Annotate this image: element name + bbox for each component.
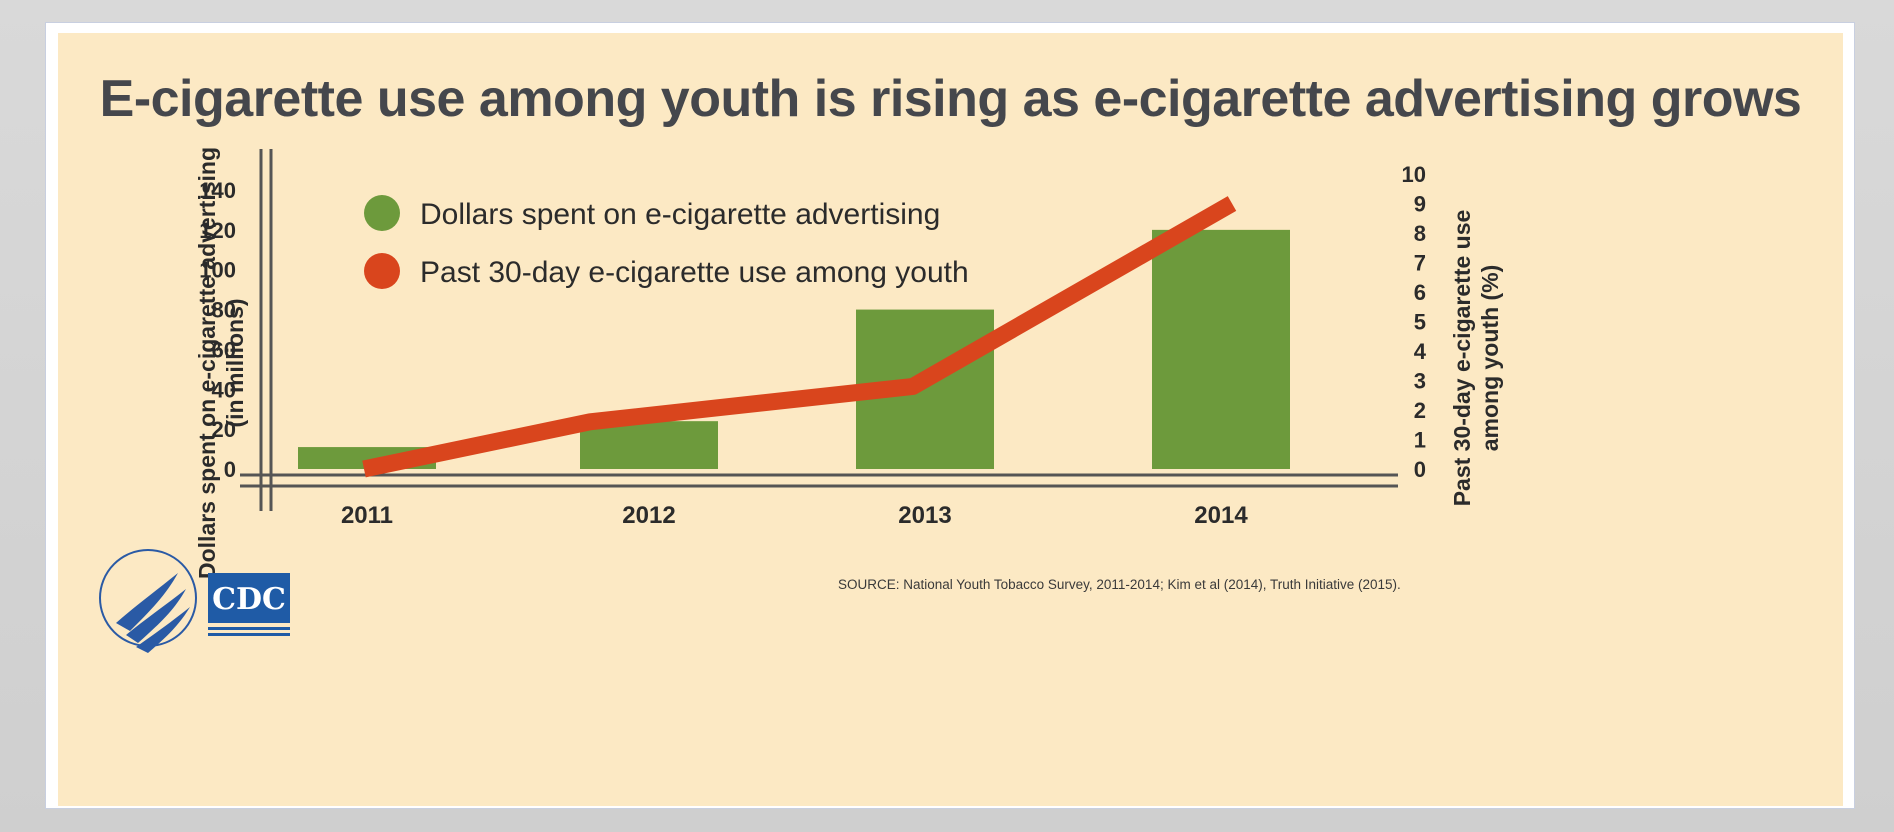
- left-axis-title-line1: Dollars spent on e-cigarette advertising: [194, 147, 220, 579]
- left-tick-40: 40: [212, 377, 236, 402]
- cdc-logo-text: CDC: [212, 582, 286, 617]
- source-note: SOURCE: National Youth Tobacco Survey, 2…: [838, 577, 1401, 592]
- left-tick-60: 60: [212, 337, 236, 362]
- right-tick-9: 9: [1414, 192, 1426, 217]
- x-label-2011: 2011: [341, 502, 393, 529]
- legend: Dollars spent on e-cigarette advertising…: [364, 195, 969, 289]
- left-tick-0: 0: [224, 457, 236, 482]
- left-tick-140: 140: [199, 178, 236, 203]
- left-axis-title-line2: (in millions): [222, 298, 248, 427]
- axes: [240, 149, 1398, 511]
- x-label-2014: 2014: [1194, 502, 1248, 529]
- left-axis-title: Dollars spent on e-cigarette advertising…: [194, 147, 248, 579]
- right-axis-title-line2: among youth (%): [1477, 265, 1503, 452]
- right-axis-title: Past 30-day e-cigarette use among youth …: [1449, 210, 1503, 507]
- right-tick-8: 8: [1414, 221, 1426, 246]
- x-label-2013: 2013: [898, 502, 951, 529]
- legend-bar-swatch: [364, 195, 400, 231]
- right-axis-title-line1: Past 30-day e-cigarette use: [1449, 210, 1475, 507]
- right-tick-10: 10: [1402, 162, 1426, 187]
- chart: 0 20 40 60 80 100 120 140 0 1 2 3 4 5 6 7 8 9 10 2011 2012 20…: [99, 147, 1503, 653]
- left-tick-80: 80: [212, 298, 236, 323]
- cdc-logo: CDC: [208, 573, 290, 636]
- ticks: 0 20 40 60 80 100 120 140 0 1 2 3 4 5 6 7 8 9 10 2011 2012 20…: [199, 162, 1426, 529]
- left-tick-100: 100: [199, 258, 236, 283]
- right-tick-7: 7: [1414, 251, 1426, 276]
- right-tick-3: 3: [1414, 369, 1426, 394]
- infographic-panel: E-cigarette use among youth is rising as…: [58, 33, 1843, 806]
- legend-line-label: Past 30-day e-cigarette use among youth: [420, 256, 969, 289]
- right-tick-1: 1: [1414, 428, 1426, 453]
- bar-2014: [1152, 229, 1290, 469]
- legend-line-swatch: [364, 253, 400, 289]
- line-layer: [362, 196, 1237, 478]
- right-tick-6: 6: [1414, 280, 1426, 305]
- right-tick-2: 2: [1414, 398, 1426, 423]
- right-tick-0: 0: [1414, 457, 1426, 482]
- legend-bar-label: Dollars spent on e-cigarette advertising: [420, 198, 940, 231]
- left-tick-20: 20: [212, 417, 236, 442]
- left-tick-120: 120: [199, 218, 236, 243]
- bar-2012: [580, 421, 718, 469]
- right-tick-4: 4: [1414, 339, 1427, 364]
- x-label-2012: 2012: [622, 502, 675, 529]
- hhs-logo: [99, 549, 197, 653]
- youth-use-line: [362, 196, 1237, 478]
- right-tick-5: 5: [1414, 310, 1426, 335]
- chart-title: E-cigarette use among youth is rising as…: [99, 70, 1802, 128]
